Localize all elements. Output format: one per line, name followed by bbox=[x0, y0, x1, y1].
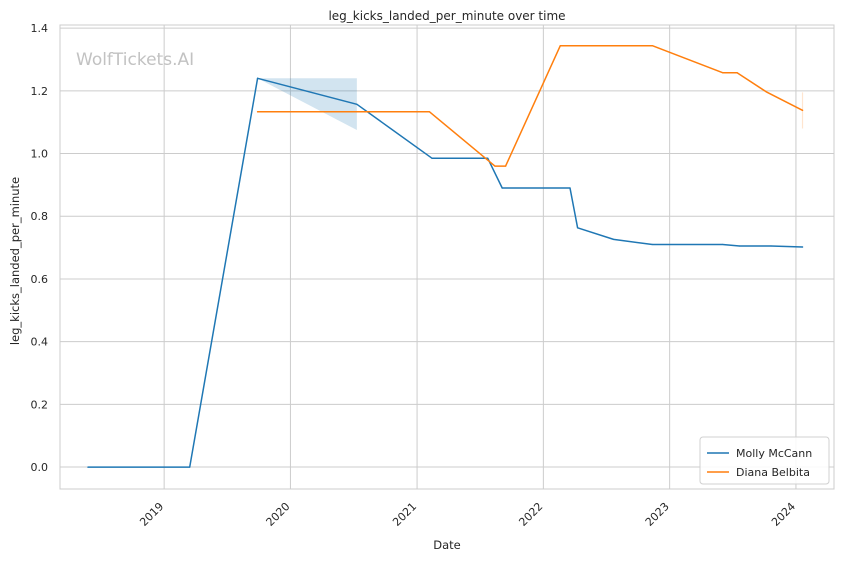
data-point-molly-mccann bbox=[651, 243, 653, 246]
confidence-bands bbox=[257, 78, 804, 131]
y-tick-label: 0.4 bbox=[31, 336, 49, 349]
data-point-diana-belbita bbox=[494, 165, 496, 167]
data-point-diana-belbita bbox=[736, 72, 738, 74]
data-point-molly-mccann bbox=[356, 103, 358, 105]
x-tick-label: 2024 bbox=[769, 500, 798, 529]
data-point-diana-belbita bbox=[256, 111, 259, 113]
chart-title: leg_kicks_landed_per_minute over time bbox=[328, 9, 565, 23]
data-point-diana-belbita bbox=[721, 72, 724, 74]
plot-frame bbox=[59, 24, 835, 490]
data-point-molly-mccann bbox=[721, 243, 724, 246]
y-tick-label: 0.6 bbox=[31, 273, 49, 286]
confidence-band-molly-mccann bbox=[257, 78, 357, 131]
data-point-molly-mccann bbox=[612, 238, 615, 241]
data-point-diana-belbita bbox=[505, 165, 507, 167]
data-point-molly-mccann bbox=[801, 246, 804, 248]
data-point-molly-mccann bbox=[569, 187, 571, 189]
data-point-diana-belbita bbox=[801, 109, 804, 111]
x-tick-label: 2023 bbox=[643, 500, 672, 529]
data-point-molly-mccann bbox=[501, 187, 503, 189]
data-point-molly-mccann bbox=[431, 157, 433, 159]
y-tick-label: 1.0 bbox=[31, 148, 49, 161]
series-lines bbox=[87, 44, 804, 468]
data-point-molly-mccann bbox=[770, 245, 772, 247]
x-tick-label: 2022 bbox=[516, 500, 545, 529]
x-tick-label: 2020 bbox=[264, 500, 293, 529]
grid bbox=[60, 25, 834, 489]
y-axis-ticks: 0.0 0.2 0.4 0.6 0.8 1.0 1.2 1.4 bbox=[31, 22, 49, 474]
plot-background bbox=[60, 25, 834, 489]
data-point-molly-mccann bbox=[738, 245, 741, 247]
y-tick-label: 1.4 bbox=[31, 22, 49, 35]
legend: Molly McCann Diana Belbita bbox=[699, 436, 830, 485]
legend-label-diana-belbita: Diana Belbita bbox=[736, 466, 810, 479]
x-tick-label: 2021 bbox=[390, 500, 419, 529]
watermark: WolfTickets.AI bbox=[76, 50, 194, 70]
x-tick-label: 2019 bbox=[137, 500, 166, 529]
data-point-diana-belbita bbox=[765, 91, 767, 93]
legend-box bbox=[699, 436, 830, 485]
y-tick-label: 0.8 bbox=[31, 210, 49, 223]
y-axis-title: leg_kicks_landed_per_minute bbox=[8, 177, 22, 345]
y-tick-label: 0.2 bbox=[31, 398, 49, 411]
data-point-molly-mccann bbox=[577, 227, 579, 229]
y-tick-label: 1.2 bbox=[31, 85, 49, 98]
data-point-molly-mccann bbox=[87, 466, 89, 468]
data-point-diana-belbita bbox=[651, 45, 653, 47]
x-axis-title: Date bbox=[433, 538, 461, 552]
x-axis-ticks: 2019 2020 2021 2022 2023 2024 bbox=[137, 500, 798, 529]
legend-label-molly-mccann: Molly McCann bbox=[736, 447, 812, 460]
data-point-diana-belbita bbox=[559, 45, 561, 47]
series-line-diana-belbita bbox=[256, 44, 804, 167]
data-point-molly-mccann bbox=[189, 466, 191, 468]
data-point-molly-mccann bbox=[256, 77, 259, 79]
data-point-diana-belbita bbox=[428, 111, 431, 113]
data-point-molly-mccann bbox=[487, 157, 489, 159]
y-tick-label: 0.0 bbox=[31, 461, 49, 474]
